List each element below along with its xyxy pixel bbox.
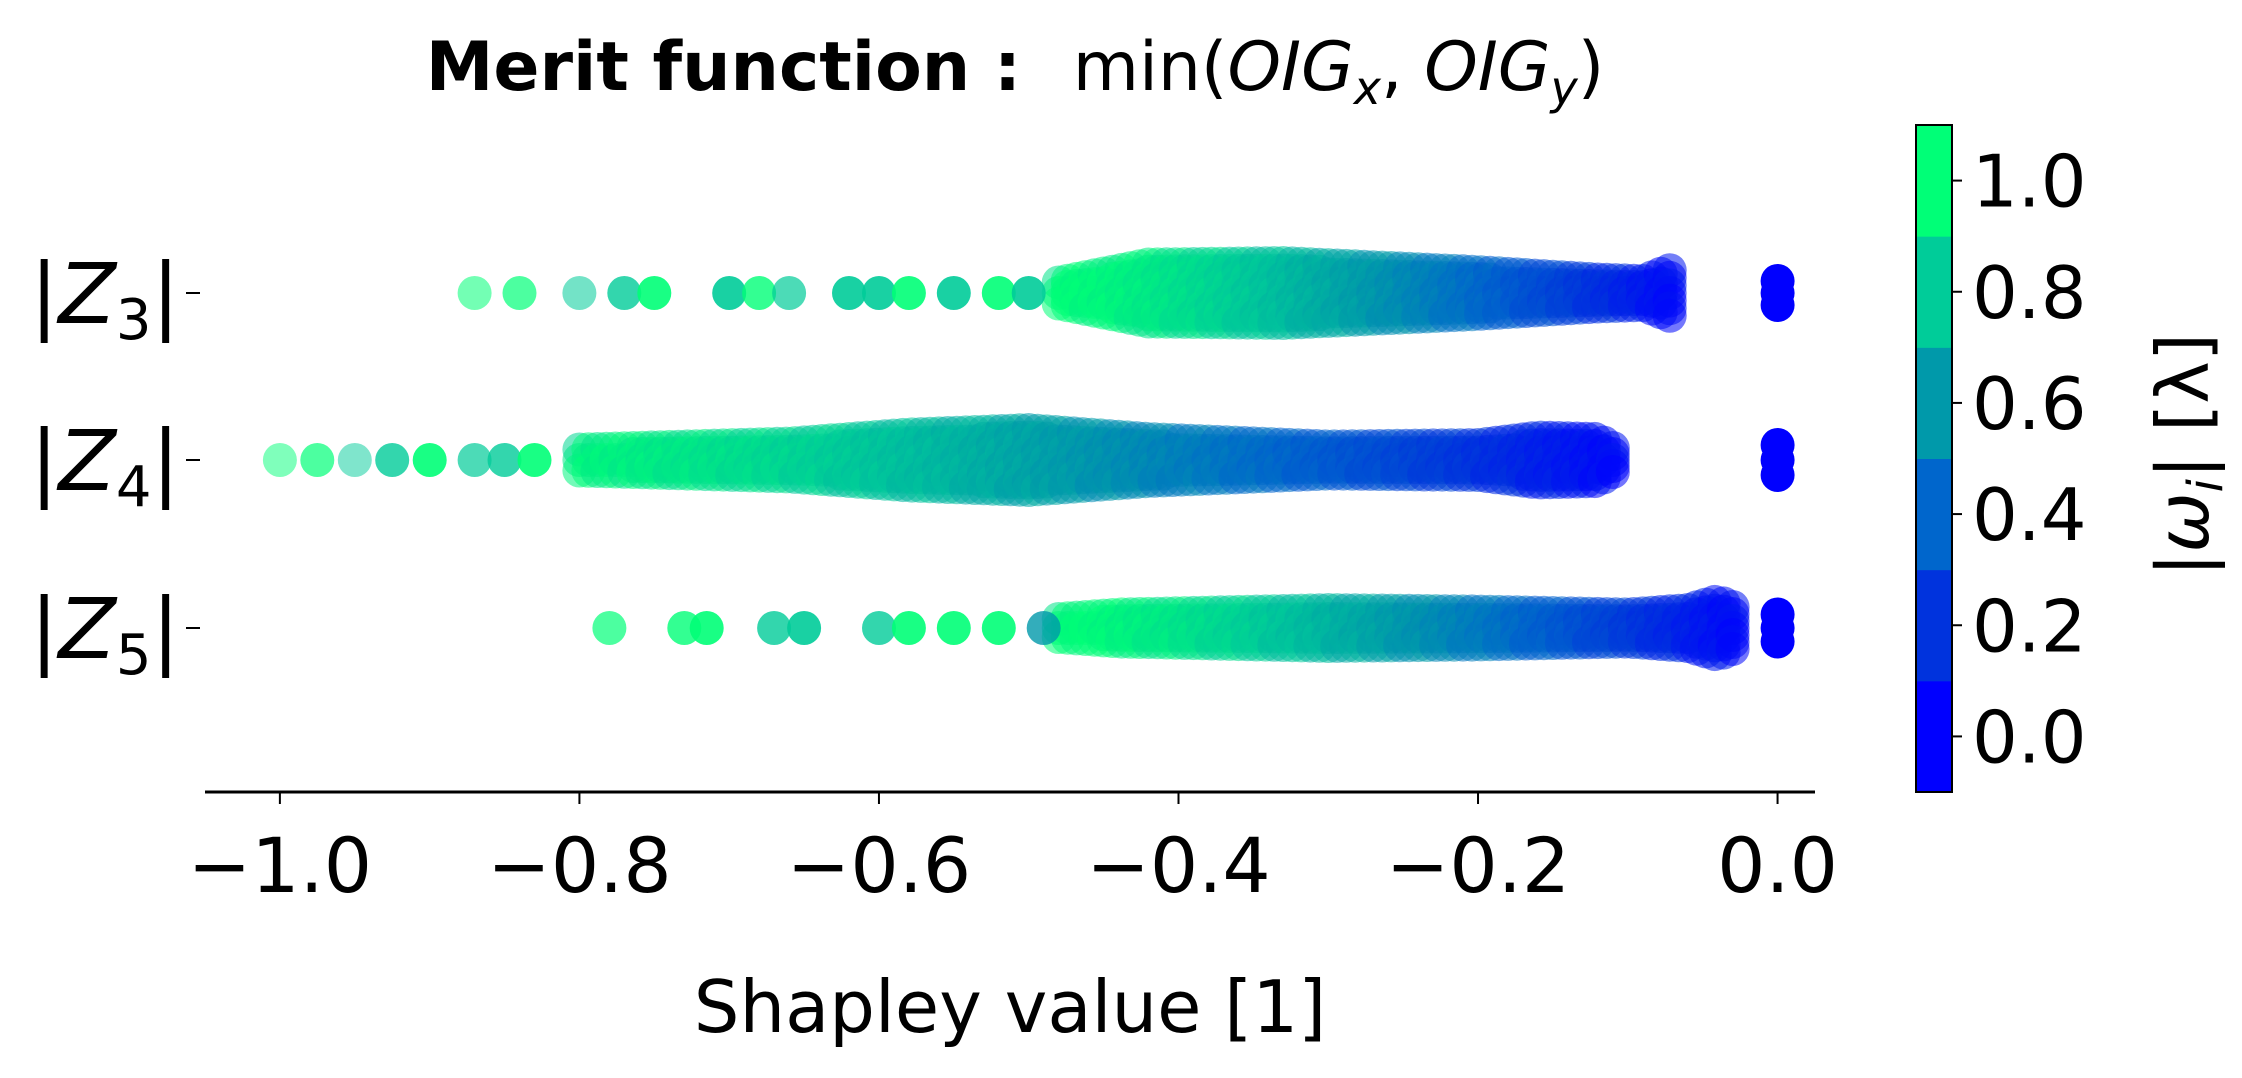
point-z3-1 [502, 276, 537, 310]
point-z4-1 [300, 443, 335, 477]
title-func: min( [1073, 28, 1228, 107]
x-tick-label: 0.0 [1717, 821, 1838, 910]
point-z4-4 [412, 443, 447, 477]
x-ticks: −1.0 −0.8 −0.6 −0.4 −0.2 0.0 [188, 792, 1838, 910]
x-tick-label: −0.8 [487, 821, 672, 910]
point-z3-8 [832, 276, 866, 310]
title-sep: , [1381, 28, 1424, 107]
point-z3-4 [637, 276, 672, 310]
point-z3-9 [862, 276, 896, 310]
point-z3-16 [1760, 288, 1795, 322]
point-z5-12 [1760, 624, 1795, 659]
point-z5-6 [891, 611, 926, 645]
point-z3-0 [457, 276, 492, 310]
scatter-points [262, 264, 1795, 659]
x-tick-label: −0.2 [1386, 821, 1571, 910]
colorbar-level-4 [1916, 236, 1952, 348]
x-tick-label: −1.0 [188, 821, 373, 910]
x-tick-label: −0.4 [1086, 821, 1271, 910]
colorbar-tick-label: 0.8 [1972, 251, 2087, 335]
point-z3-12 [981, 276, 1016, 310]
point-z3-3 [607, 276, 642, 310]
swarm-point [1715, 632, 1750, 666]
colorbar-level-3 [1916, 347, 1952, 459]
swarm-point [1595, 455, 1630, 489]
point-z3-11 [936, 276, 971, 310]
swarm-point [1652, 298, 1687, 333]
feature-labels: |Z3| |Z4| |Z5| [30, 245, 200, 688]
point-z4-3 [375, 443, 410, 477]
feature-label-z4: |Z4| [30, 412, 180, 520]
colorbar-label-post: | [λ] [2141, 333, 2226, 479]
colorbar-level-0 [1916, 680, 1952, 793]
density-band-2 [562, 413, 1630, 507]
title-term-2: OIG [1424, 28, 1550, 107]
colorbar-level-5 [1916, 125, 1952, 237]
colorbar-label-sub: i [2178, 478, 2234, 492]
point-z4-2 [337, 443, 372, 477]
title-term-1: OIG [1227, 28, 1353, 107]
point-z5-7 [936, 611, 971, 645]
point-z4-6 [487, 443, 522, 477]
point-z5-0 [592, 611, 627, 645]
colorbar-label-pre: | [2141, 553, 2226, 577]
density-band-3 [1041, 584, 1750, 672]
point-z3-13 [1011, 276, 1046, 310]
x-tick-label: −0.6 [787, 821, 972, 910]
title-sub-2: y [1549, 61, 1579, 115]
feature-label-z3: |Z3| [30, 245, 180, 353]
point-z5-2 [689, 611, 724, 645]
density-bands [562, 246, 1750, 672]
point-z5-9 [1026, 611, 1061, 645]
point-z3-7 [772, 276, 807, 310]
point-z3-2 [562, 276, 597, 310]
point-z4-5 [457, 443, 492, 477]
colorbar-level-2 [1916, 458, 1952, 571]
point-z4-0 [262, 443, 297, 477]
colorbar-frame [1915, 124, 1953, 793]
colorbar-label: |ωi| [λ] [2141, 333, 2234, 577]
colorbar-level-1 [1916, 569, 1952, 682]
title-bold: Merit function : [426, 28, 1021, 107]
colorbar-tick-label: 0.4 [1972, 473, 2087, 557]
point-z3-6 [742, 276, 777, 310]
colorbar-label-sym: ω [2141, 492, 2225, 552]
point-z3-5 [712, 276, 747, 310]
point-z4-7 [517, 443, 552, 477]
colorbar: 0.0 0.2 0.4 0.6 0.8 1.0 [1915, 124, 2087, 793]
point-z5-3 [757, 611, 792, 645]
colorbar-tick-label: 0.6 [1972, 362, 2087, 446]
title-close: ) [1578, 28, 1605, 107]
point-z4-10 [1760, 458, 1795, 492]
colorbar-tick-label: 0.2 [1972, 584, 2087, 668]
colorbar-tick-label: 1.0 [1972, 140, 2087, 224]
title-sub-1: x [1352, 61, 1382, 115]
x-axis-label: Shapley value [1] [694, 965, 1327, 1049]
feature-label-z5: |Z5| [30, 580, 180, 688]
point-z5-5 [862, 611, 896, 645]
colorbar-tick-label: 0.0 [1972, 695, 2087, 779]
point-z5-4 [787, 611, 822, 645]
point-z3-10 [891, 276, 926, 310]
point-z5-8 [981, 611, 1016, 645]
chart-title: Merit function : min(OIGx, OIGy) [426, 28, 1605, 115]
density-band-1 [1041, 246, 1687, 340]
